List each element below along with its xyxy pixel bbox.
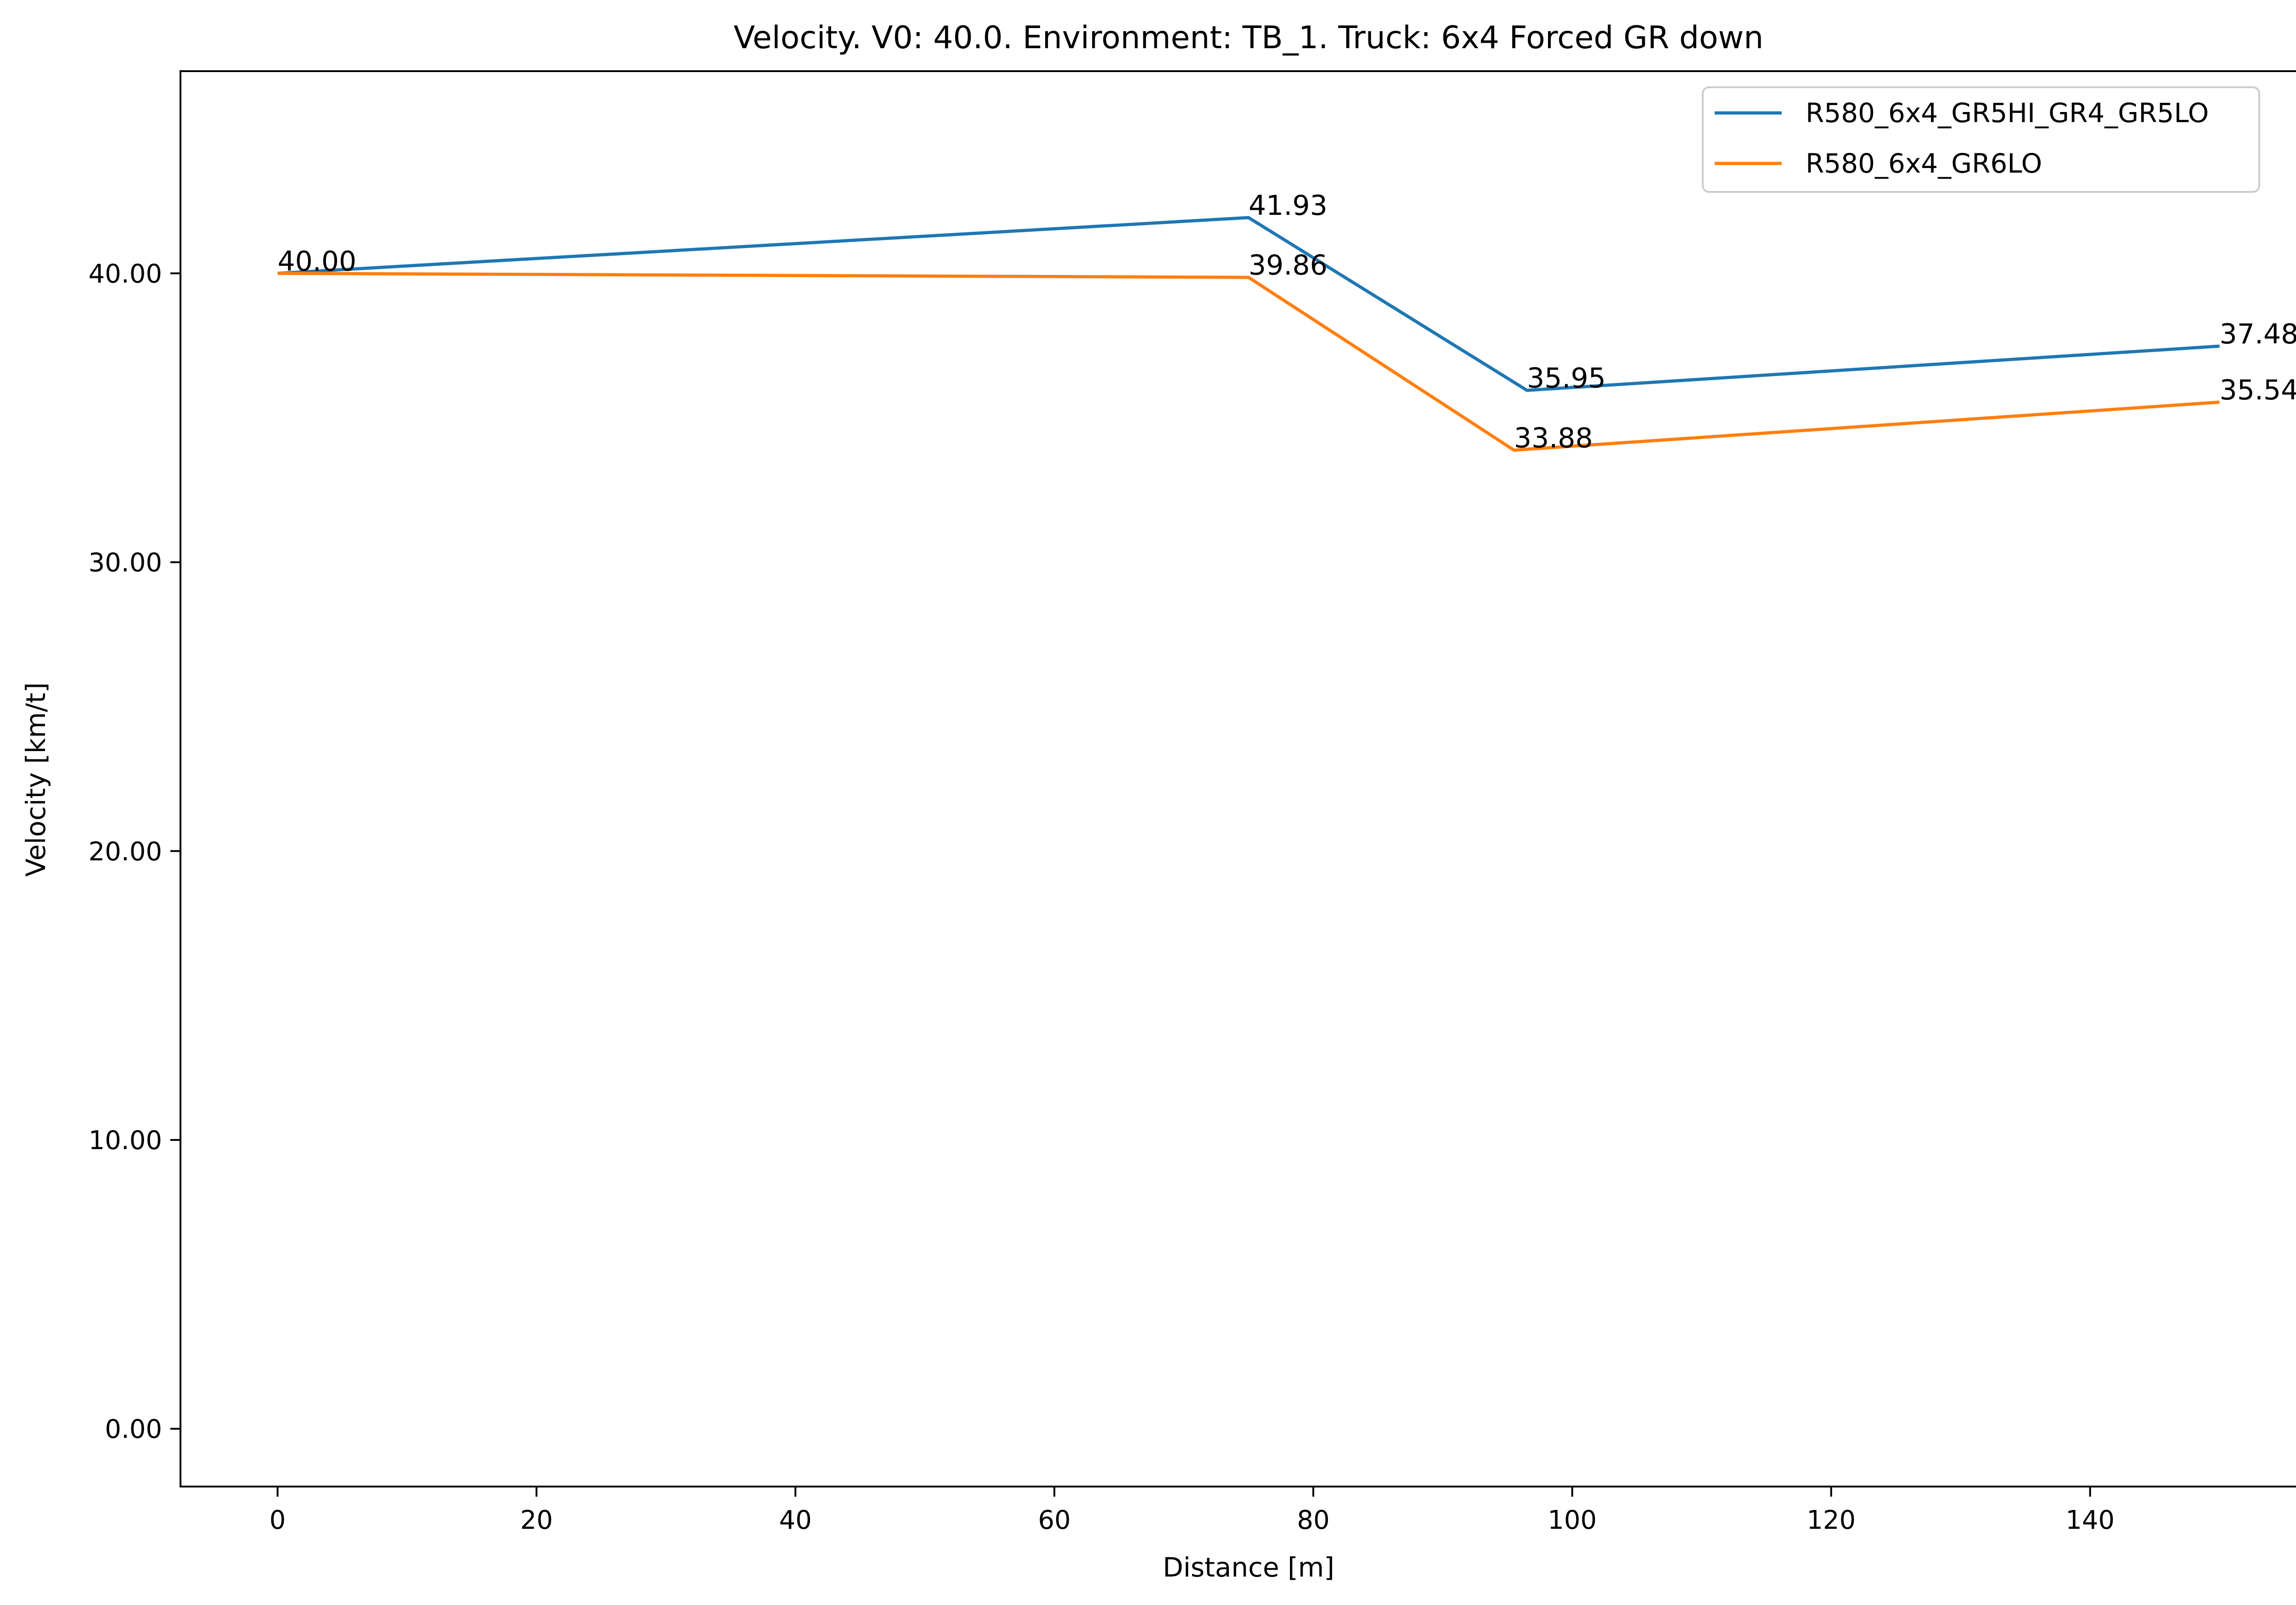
x-tick-label: 0 bbox=[270, 1505, 286, 1535]
y-tick-label: 20.00 bbox=[89, 837, 162, 867]
x-tick-label: 140 bbox=[2065, 1505, 2115, 1535]
x-tick-label: 40 bbox=[779, 1505, 812, 1535]
data-label: 35.95 bbox=[1527, 362, 1606, 394]
legend-box bbox=[1702, 86, 2260, 193]
legend-label: R580_6x4_GR5HI_GR4_GR5LO bbox=[1806, 97, 2209, 129]
legend-label: R580_6x4_GR6LO bbox=[1806, 148, 2042, 179]
x-tick-label: 20 bbox=[520, 1505, 553, 1535]
x-tick-label: 120 bbox=[1806, 1505, 1856, 1535]
series-line-1 bbox=[277, 216, 2220, 392]
x-tick-label: 100 bbox=[1548, 1505, 1597, 1535]
x-tick-label: 60 bbox=[1038, 1505, 1070, 1535]
data-label: 39.86 bbox=[1249, 249, 1328, 281]
y-tick-label: 0.00 bbox=[105, 1414, 162, 1444]
data-label: 37.48 bbox=[2220, 318, 2296, 350]
data-label: 41.93 bbox=[1249, 190, 1328, 222]
plot-frame bbox=[180, 70, 2296, 1487]
y-axis-label: Velocity [km/t] bbox=[20, 682, 51, 877]
x-axis-label: Distance [m] bbox=[1163, 1552, 1334, 1583]
x-tick-label: 80 bbox=[1297, 1505, 1329, 1535]
data-label: 35.54 bbox=[2220, 374, 2296, 406]
y-tick-label: 30.00 bbox=[89, 548, 162, 578]
data-label: 33.88 bbox=[1514, 422, 1593, 454]
y-tick-label: 40.00 bbox=[89, 259, 162, 289]
series-line-2 bbox=[277, 271, 2220, 452]
chart-title: Velocity. V0: 40.0. Environment: TB_1. T… bbox=[734, 20, 1764, 56]
plot-area: 0 20 40 60 80 100 120 140 0.00 10.00 20.00 30.00 40.… bbox=[89, 70, 2296, 1535]
data-label: 40.00 bbox=[277, 245, 356, 277]
y-tick-label: 10.00 bbox=[89, 1126, 162, 1156]
